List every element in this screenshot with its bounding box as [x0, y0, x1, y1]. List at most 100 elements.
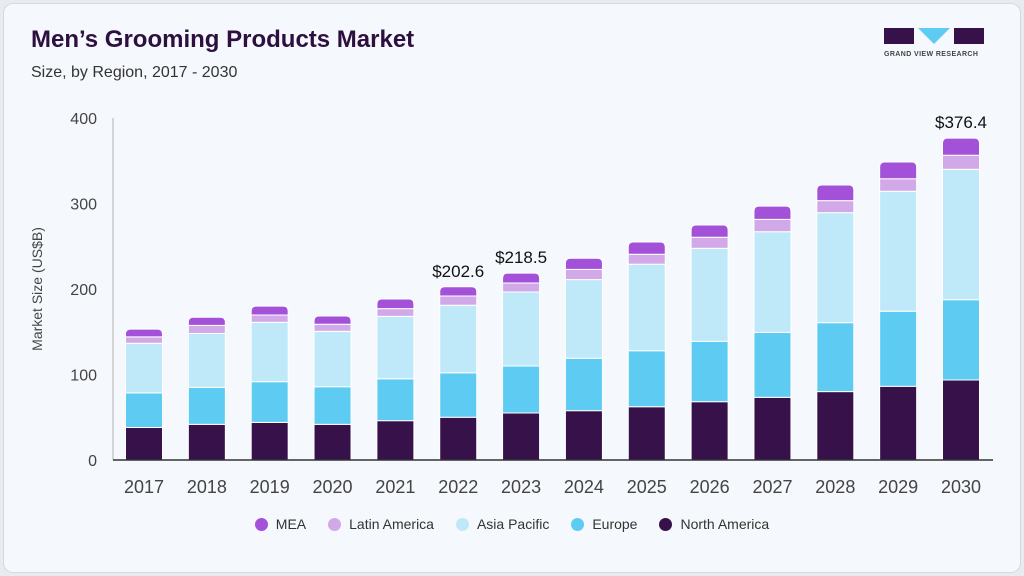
- bar-segment-europe: [376, 378, 415, 422]
- bar-segment-asia-pacific: [753, 231, 792, 333]
- x-tick-label: 2018: [187, 477, 227, 497]
- legend-item-europe: Europe: [571, 516, 637, 532]
- chart-title: Men’s Grooming Products Market: [31, 26, 415, 53]
- x-tick-label: 2022: [438, 477, 478, 497]
- bar-segment-europe: [250, 381, 289, 423]
- data-label: $218.5: [495, 248, 547, 267]
- x-tick-label: 2024: [564, 477, 604, 497]
- legend-swatch: [571, 517, 585, 531]
- legend-swatch: [328, 517, 342, 531]
- bar-segment-asia-pacific: [564, 279, 603, 359]
- bar-segment-mea: [816, 184, 855, 202]
- x-tick-label: 2019: [250, 477, 290, 497]
- grand-view-research-logo: [884, 28, 984, 44]
- bar-segment-mea: [502, 272, 541, 284]
- bar-segment-asia-pacific: [376, 315, 415, 380]
- bar-segment-latin-america: [376, 308, 415, 317]
- bar-segment-asia-pacific: [313, 330, 352, 388]
- bar-segment-mea: [564, 257, 603, 270]
- bar-segment-mea: [439, 286, 478, 297]
- y-tick-label: 100: [70, 368, 97, 385]
- bar-segment-latin-america: [439, 295, 478, 306]
- bar-segment-north-america: [187, 423, 226, 461]
- bar-segment-europe: [439, 372, 478, 418]
- bar-segment-north-america: [753, 396, 792, 461]
- bar-segment-asia-pacific: [250, 321, 289, 383]
- bar-segment-mea: [753, 205, 792, 220]
- x-tick-label: 2025: [627, 477, 667, 497]
- bar-segment-north-america: [564, 410, 603, 461]
- bar-segment-latin-america: [627, 253, 666, 265]
- y-tick-label: 300: [70, 197, 97, 214]
- x-tick-label: 2026: [690, 477, 730, 497]
- bar-segment-europe: [187, 386, 226, 425]
- legend: MEA Latin America Asia Pacific Europe North …: [0, 516, 1024, 532]
- bar-segment-europe: [627, 350, 666, 408]
- bar-segment-north-america: [376, 420, 415, 461]
- bar-segment-latin-america: [187, 324, 226, 334]
- chart-subtitle: Size, by Region, 2017 - 2030: [31, 64, 238, 81]
- bar-segment-asia-pacific: [502, 291, 541, 367]
- bar-segment-latin-america: [313, 323, 352, 332]
- bar-segment-europe: [942, 299, 980, 381]
- bar-segment-latin-america: [125, 336, 163, 344]
- bar-segment-asia-pacific: [627, 263, 666, 352]
- bar-segment-europe: [125, 392, 163, 429]
- x-tick-label: 2030: [941, 477, 981, 497]
- bar-segment-europe: [313, 386, 352, 425]
- bar-segment-europe: [502, 365, 541, 414]
- legend-swatch: [254, 517, 268, 531]
- y-tick-label: 400: [70, 111, 97, 128]
- bar-segment-latin-america: [879, 178, 918, 192]
- bar-segment-north-america: [816, 391, 855, 461]
- bar-segment-europe: [690, 340, 729, 403]
- bar-segment-latin-america: [816, 200, 855, 214]
- y-tick-label: 200: [70, 282, 97, 299]
- legend-label: MEA: [275, 516, 307, 532]
- x-tick-label: 2028: [815, 477, 855, 497]
- legend-label: Europe: [592, 516, 638, 532]
- bar-segment-asia-pacific: [690, 247, 729, 342]
- legend-label: Asia Pacific: [476, 516, 550, 532]
- legend-item-asia-pacific: Asia Pacific: [455, 516, 550, 532]
- bar-segment-mea: [627, 241, 666, 255]
- legend-swatch: [455, 517, 469, 531]
- bar-segment-north-america: [313, 423, 352, 461]
- bar-segment-north-america: [942, 379, 980, 461]
- legend-item-latin-america: Latin America: [328, 516, 434, 532]
- x-tick-label: 2020: [313, 477, 353, 497]
- bar-segment-mea: [187, 316, 226, 326]
- bar-segment-asia-pacific: [439, 304, 478, 374]
- bar-segment-mea: [376, 298, 415, 310]
- bar-segment-latin-america: [564, 268, 603, 281]
- bar-segment-north-america: [690, 401, 729, 461]
- bar-segment-europe: [753, 331, 792, 398]
- bar-segment-north-america: [502, 412, 541, 461]
- bar-segment-mea: [690, 224, 729, 238]
- bar-segment-latin-america: [753, 218, 792, 233]
- y-tick-label: 0: [88, 453, 97, 470]
- bar-segment-europe: [879, 310, 918, 387]
- bar-segment-mea: [313, 315, 352, 325]
- bar-segment-north-america: [439, 416, 478, 461]
- bar-segment-latin-america: [942, 154, 980, 170]
- bar-segment-north-america: [250, 421, 289, 461]
- legend-label: North America: [680, 516, 770, 532]
- bar-segment-north-america: [627, 406, 666, 461]
- x-tick-label: 2023: [501, 477, 541, 497]
- legend-item-north-america: North America: [659, 516, 769, 532]
- legend-swatch: [659, 517, 673, 531]
- bar-segment-europe: [816, 322, 855, 393]
- bar-segment-north-america: [879, 385, 918, 461]
- bar-segment-latin-america: [502, 282, 541, 293]
- x-tick-label: 2021: [375, 477, 415, 497]
- data-label: $202.6: [432, 262, 484, 281]
- bar-segment-latin-america: [690, 236, 729, 249]
- bar-segment-asia-pacific: [816, 212, 855, 324]
- bar-segment-latin-america: [250, 314, 289, 323]
- bar-segment-mea: [125, 328, 163, 338]
- bar-segment-asia-pacific: [879, 190, 918, 312]
- data-label: $376.4: [935, 113, 987, 132]
- bar-segment-north-america: [125, 427, 163, 461]
